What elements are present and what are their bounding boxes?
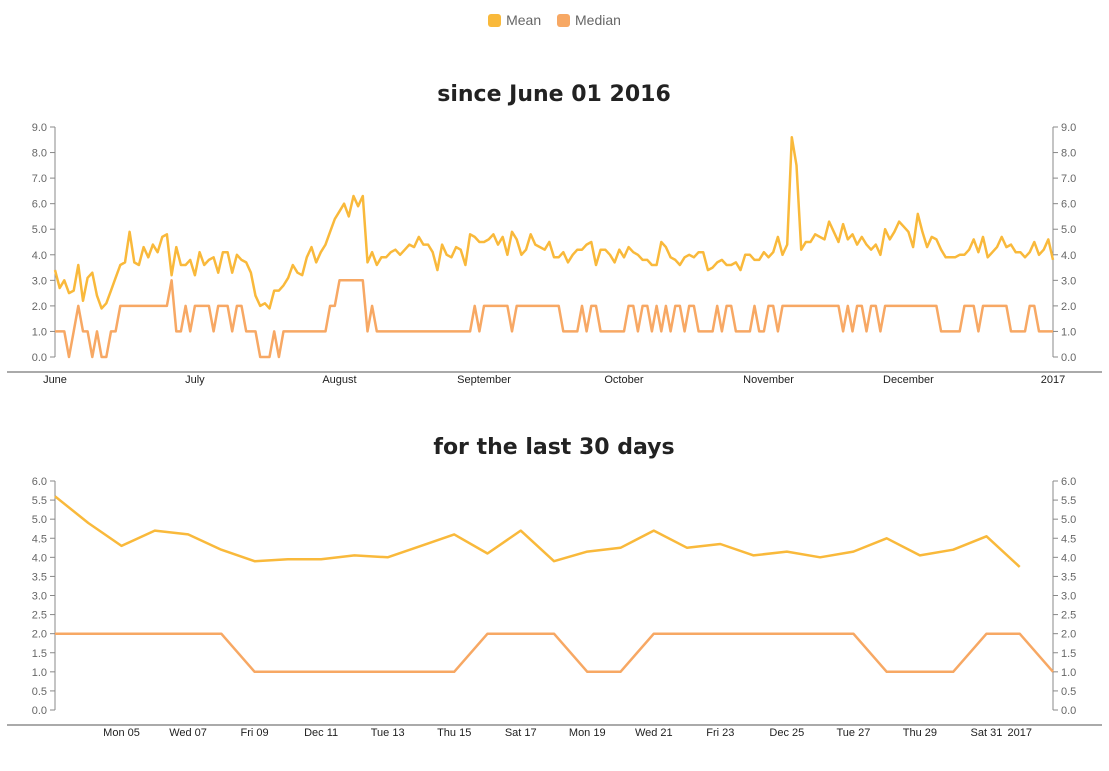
chart-since-june: since June 01 2016 0.0 0.0 1.0 1.0 2.0 2.0 3.0 3…: [7, 82, 1102, 386]
bottom-chart-ytick-label-left: 2.5: [32, 610, 47, 622]
bottom-chart-xtick-label: Sat 17: [505, 727, 537, 739]
bottom-chart-ytick-label-right: 1.5: [1061, 648, 1076, 660]
top-chart-xtick-label: 2017: [1041, 374, 1065, 386]
legend-swatch-median: [557, 13, 570, 27]
bottom-chart-ytick-label-left: 3.0: [32, 591, 47, 603]
top-chart-series-median-line: [55, 279, 1053, 359]
top-chart-ytick-label-right: 5.0: [1061, 224, 1076, 236]
bottom-chart-ytick-label-right: 5.0: [1061, 514, 1076, 526]
legend-item-mean[interactable]: Mean: [488, 12, 541, 28]
top-chart-ytick-label-left: 2.0: [32, 301, 47, 313]
bottom-chart-ytick-label-left: 3.5: [32, 571, 47, 583]
bottom-chart-ytick-label-right: 0.5: [1061, 686, 1076, 698]
bottom-chart-xtick-label: Tue 27: [836, 727, 870, 739]
top-chart-ytick-label-left: 8.0: [32, 148, 47, 160]
bottom-chart-xtick-label: Mon 05: [103, 727, 140, 739]
bottom-chart-ytick-label-right: 3.5: [1061, 571, 1076, 583]
bottom-chart-ytick-label-left: 4.0: [32, 552, 47, 564]
bottom-chart-ytick-label-left: 5.0: [32, 514, 47, 526]
chart-legend: Mean Median: [0, 12, 1109, 30]
top-chart-ytick-label-left: 0.0: [32, 352, 47, 364]
bottom-chart-series-mean-line: [54, 495, 1021, 568]
top-chart-xtick-label: December: [883, 374, 934, 386]
top-chart-ytick-label-left: 5.0: [32, 224, 47, 236]
legend-swatch-mean: [488, 13, 502, 27]
bottom-chart-xtick-label: Thu 29: [903, 727, 937, 739]
top-chart-ytick-label-left: 1.0: [32, 326, 47, 338]
bottom-chart-ytick-label-left: 2.0: [32, 629, 47, 641]
bottom-chart-xtick-label: Dec 25: [769, 727, 804, 739]
legend-label-median: Median: [575, 12, 621, 28]
top-chart-title: since June 01 2016: [437, 82, 671, 107]
bottom-chart-xtick-label: Tue 13: [371, 727, 405, 739]
top-chart-ytick-label-right: 6.0: [1061, 199, 1076, 211]
bottom-chart-ytick-label-right: 0.0: [1061, 705, 1076, 717]
bottom-chart-ytick-label-right: 5.5: [1061, 495, 1076, 507]
bottom-chart-ytick-label-left: 5.5: [32, 495, 47, 507]
top-chart-ytick-label-left: 9.0: [32, 122, 47, 134]
bottom-chart-xtick-label: Wed 21: [635, 727, 673, 739]
top-chart-series-mean-line: [53, 135, 1055, 310]
bottom-chart-xtick-label: Dec 11: [304, 727, 338, 739]
top-chart-ytick-label-right: 8.0: [1061, 148, 1076, 160]
bottom-chart-ytick-label-left: 1.0: [32, 667, 47, 679]
top-chart-xtick-label: June: [43, 374, 67, 386]
top-chart-ytick-label-right: 7.0: [1061, 173, 1076, 185]
bottom-chart-ytick-label-left: 0.5: [32, 686, 47, 698]
top-chart-ytick-label-right: 9.0: [1061, 122, 1076, 134]
bottom-chart-title: for the last 30 days: [433, 435, 674, 460]
top-chart-ytick-label-right: 1.0: [1061, 326, 1076, 338]
bottom-chart-ytick-label-right: 3.0: [1061, 591, 1076, 603]
bottom-chart-xtick-label: Fri 23: [706, 727, 734, 739]
top-chart-xtick-label: October: [604, 374, 643, 386]
bottom-chart-series-median-line: [55, 632, 1054, 674]
top-chart-ytick-label-right: 2.0: [1061, 301, 1076, 313]
legend-label-mean: Mean: [506, 12, 542, 28]
bottom-chart-ytick-label-left: 6.0: [32, 476, 47, 488]
bottom-chart-ytick-label-right: 1.0: [1061, 667, 1076, 679]
top-chart-ytick-label-right: 0.0: [1061, 352, 1076, 364]
bottom-chart-xtick-label: 2017: [1007, 727, 1031, 739]
top-chart-xtick-label: August: [322, 374, 356, 386]
bottom-chart-ytick-label-right: 6.0: [1061, 476, 1076, 488]
top-chart-ytick-label-left: 6.0: [32, 199, 47, 211]
bottom-chart-xtick-label: Wed 07: [169, 727, 207, 739]
top-chart-ytick-label-left: 3.0: [32, 275, 47, 287]
bottom-chart-ytick-label-right: 2.5: [1061, 610, 1076, 622]
top-chart-xtick-label: November: [743, 374, 794, 386]
top-chart-xtick-label: July: [185, 374, 205, 386]
bottom-chart-xtick-label: Fri 09: [241, 727, 269, 739]
bottom-chart-ytick-label-right: 4.0: [1061, 552, 1076, 564]
legend-item-median[interactable]: Median: [557, 12, 621, 28]
bottom-chart-ytick-label-right: 4.5: [1061, 533, 1076, 545]
bottom-chart-xtick-label: Mon 19: [569, 727, 606, 739]
bottom-chart-ytick-label-left: 1.5: [32, 648, 47, 660]
top-chart-ytick-label-right: 3.0: [1061, 275, 1076, 287]
top-chart-ytick-label-left: 4.0: [32, 250, 47, 262]
top-chart-ytick-label-left: 7.0: [32, 173, 47, 185]
bottom-chart-xtick-label: Thu 15: [437, 727, 471, 739]
bottom-chart-xtick-label: Sat 31: [971, 727, 1003, 739]
chart-last-30-days: for the last 30 days 0.0 0.0 0.5 0.5 1.0 1.0 1.…: [7, 435, 1102, 739]
bottom-chart-ytick-label-right: 2.0: [1061, 629, 1076, 641]
top-chart-ytick-label-right: 4.0: [1061, 250, 1076, 262]
bottom-chart-ytick-label-left: 0.0: [32, 705, 47, 717]
bottom-chart-ytick-label-left: 4.5: [32, 533, 47, 545]
top-chart-xtick-label: September: [457, 374, 511, 386]
